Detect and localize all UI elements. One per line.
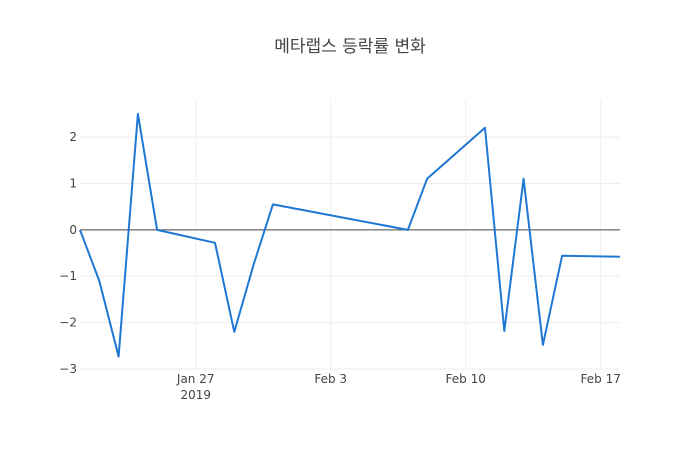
- y-tick-label: 2: [69, 130, 77, 144]
- x-tick-sublabel: 2019: [180, 388, 211, 402]
- x-tick-label: Feb 3: [314, 372, 347, 386]
- y-tick-label: 0: [69, 223, 77, 237]
- y-tick-label: 1: [69, 176, 77, 190]
- series-line: [79, 112, 621, 358]
- x-tick-label: Jan 27: [176, 372, 215, 386]
- y-tick-label: −2: [59, 316, 77, 330]
- x-tick-label: Feb 10: [446, 372, 486, 386]
- chart-title: 메타랩스 등락률 변화: [274, 37, 426, 57]
- y-tick-label: −3: [59, 362, 77, 376]
- y-tick-label: −1: [59, 269, 77, 283]
- x-tick-label: Feb 17: [581, 372, 621, 386]
